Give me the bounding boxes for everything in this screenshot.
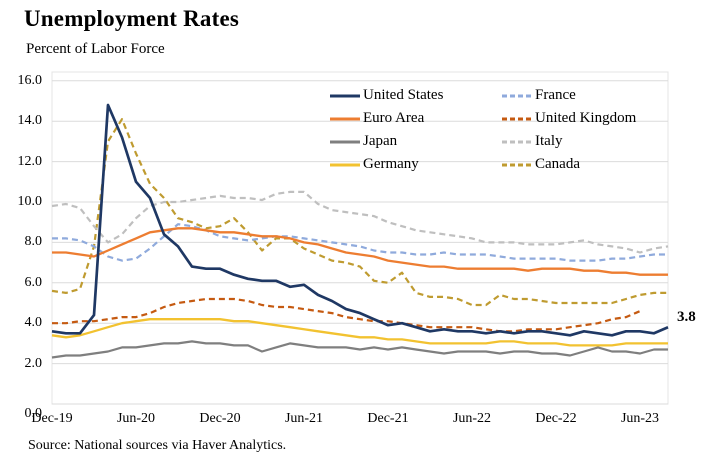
legend-label-germany: Germany xyxy=(363,156,419,172)
series-line-united-states xyxy=(51,103,669,337)
legend-label-italy: Italy xyxy=(535,133,563,149)
y-tick-label-16.0: 16.0 xyxy=(17,72,43,88)
x-tick-label-Jun-20: Jun-20 xyxy=(116,411,156,426)
y-tick-label-4.0: 4.0 xyxy=(24,315,43,331)
y-tick-label-10.0: 10.0 xyxy=(17,194,43,209)
legend-swatch-japan xyxy=(330,140,360,143)
x-tick-label-Dec-19: Dec-19 xyxy=(31,411,73,426)
series-line-italy xyxy=(51,190,669,254)
legend-label-euro-area: Euro Area xyxy=(363,110,425,126)
legend-item-germany: Germany xyxy=(330,156,502,173)
legend-item-united-kingdom: United Kingdom xyxy=(502,110,636,127)
source-note: Source: National sources via Haver Analy… xyxy=(28,438,287,453)
series-line-canada xyxy=(51,118,668,307)
legend-item-japan: Japan xyxy=(330,133,502,150)
legend-swatch-france xyxy=(502,94,532,97)
last-value-annotation: 3.8 xyxy=(677,309,696,325)
legend-swatch-italy xyxy=(502,140,532,143)
y-tick-label-0.0: 0.0 xyxy=(24,406,43,421)
legend-swatch-canada xyxy=(502,163,532,166)
series-line-france xyxy=(52,223,668,262)
legend-swatch-euro-area xyxy=(330,117,360,120)
legend-swatch-germany xyxy=(330,163,360,166)
legend-item-united-states: United States xyxy=(330,87,502,104)
x-tick-label-Dec-22: Dec-22 xyxy=(535,411,577,426)
legend-label-japan: Japan xyxy=(363,133,398,149)
legend-item-euro-area: Euro Area xyxy=(330,110,502,127)
x-tick-label-Jun-21: Jun-21 xyxy=(284,411,324,426)
y-tick-label-6.0: 6.0 xyxy=(24,274,43,290)
y-tick-label-2.0: 2.0 xyxy=(24,355,43,371)
legend: United States France Euro Area United Kingd… xyxy=(330,84,636,176)
x-tick-label-Jun-23: Jun-23 xyxy=(620,411,660,426)
x-tick-label-Dec-21: Dec-21 xyxy=(367,411,409,426)
legend-item-france: France xyxy=(502,87,636,104)
legend-item-canada: Canada xyxy=(502,156,636,173)
series-line-germany xyxy=(51,318,668,347)
x-tick-label-Dec-20: Dec-20 xyxy=(199,411,241,426)
legend-swatch-united-states xyxy=(330,94,360,97)
y-tick-label-12.0: 12.0 xyxy=(17,153,43,169)
legend-label-united-states: United States xyxy=(363,87,444,103)
y-tick-label-14.0: 14.0 xyxy=(17,113,43,129)
series-line-japan xyxy=(51,340,668,359)
series-line-united-kingdom xyxy=(52,297,641,333)
legend-label-united-kingdom: United Kingdom xyxy=(535,110,637,126)
chart-subtitle: Percent of Labor Force xyxy=(26,41,165,57)
x-tick-label-Jun-22: Jun-22 xyxy=(452,411,492,426)
series-line-euro-area xyxy=(52,227,668,276)
y-tick-label-8.0: 8.0 xyxy=(24,234,43,250)
legend-label-france: France xyxy=(535,87,576,103)
legend-label-canada: Canada xyxy=(535,156,580,172)
legend-swatch-united-kingdom xyxy=(502,117,532,120)
chart-title: Unemployment Rates xyxy=(24,6,240,31)
legend-item-italy: Italy xyxy=(502,133,636,150)
